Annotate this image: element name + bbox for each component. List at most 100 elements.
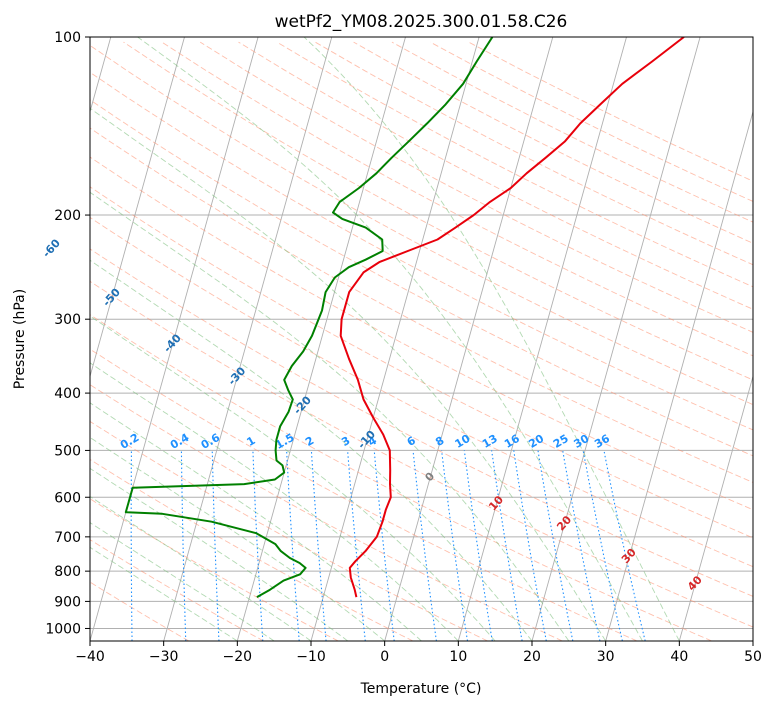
dry-adiabat-line (276, 41, 753, 288)
background-lines (82, 37, 753, 641)
isotherm-line (531, 37, 701, 641)
y-tick-label: 400 (54, 386, 81, 402)
isotherm-line (163, 37, 333, 641)
y-tick-label: 600 (54, 490, 81, 506)
dry-adiabat-line (90, 420, 488, 641)
moist-adiabat-line (90, 362, 459, 641)
dry-adiabat-label: 20 (554, 513, 574, 533)
dry-adiabat-line (90, 71, 753, 431)
dry-adiabat-line (353, 41, 753, 244)
dry-adiabat-label: -70 (0, 192, 2, 216)
isotherm-line (310, 37, 480, 641)
y-tick-label: 800 (54, 564, 81, 580)
mixing-ratio-line (562, 450, 601, 641)
dry-adiabat-line (90, 248, 753, 597)
mixing-ratio-label: 36 (592, 432, 612, 451)
y-tick-label: 500 (54, 443, 81, 459)
isotherm-line (605, 110, 753, 641)
mixing-ratio-line (252, 450, 264, 641)
mixing-ratio-line (412, 450, 437, 641)
mixing-ratio-line (130, 450, 133, 641)
moist-adiabat-line (90, 315, 496, 641)
dry-adiabat-line (90, 156, 753, 511)
x-tick-label: 40 (670, 649, 688, 665)
mixing-ratio-line (463, 450, 493, 641)
dry-adiabat-line (90, 280, 753, 628)
chart-title: wetPf2_YM08.2025.300.01.58.C26 (275, 12, 568, 32)
moist-adiabat-line (90, 259, 533, 641)
moist-adiabat-line (90, 402, 422, 641)
dry-adiabat-line (90, 458, 414, 641)
moist-adiabat-line (137, 37, 643, 641)
x-axis-label: Temperature (°C) (360, 681, 482, 697)
dry-adiabat-label: -10 (355, 428, 378, 452)
dry-adiabat-label: -50 (100, 285, 123, 309)
y-tick-label: 1000 (45, 621, 81, 637)
dry-adiabat-line (90, 539, 264, 641)
dry-adiabat-line (90, 186, 753, 539)
dry-adiabat-label: -40 (161, 331, 184, 355)
y-tick-label: 300 (54, 312, 81, 328)
x-tick-label: 0 (380, 649, 389, 665)
dry-adiabat-label: -60 (40, 236, 63, 260)
mixing-ratio-line (347, 450, 366, 641)
mixing-ratio-line (82, 450, 85, 641)
mixing-ratio-line (211, 450, 220, 641)
x-tick-label: 10 (449, 649, 467, 665)
line-labels: 0.20.40.611.52346810131620253036-100-90-… (0, 192, 705, 593)
x-tick-label: 50 (744, 649, 762, 665)
moist-adiabat-line (303, 37, 680, 641)
dry-adiabat-label: 40 (685, 573, 705, 593)
isotherm-line (236, 37, 406, 641)
moist-adiabat-line (90, 436, 385, 641)
dry-adiabat-line (238, 41, 753, 310)
isotherm-line (457, 37, 627, 641)
dry-adiabat-label: 0 (422, 469, 437, 484)
dry-adiabat-line (90, 216, 753, 568)
mixing-ratio-label: 8 (433, 434, 446, 449)
mixing-ratio-label: 10 (453, 432, 473, 451)
dry-adiabat-label: -20 (291, 393, 314, 417)
mixing-ratio-label: 16 (502, 432, 522, 451)
y-tick-label: 700 (54, 530, 81, 546)
y-tick-label: 200 (54, 208, 81, 224)
dewpoint-trace (124, 37, 494, 598)
temperature-trace (339, 37, 685, 598)
isotherm-line (752, 639, 753, 641)
mixing-ratio-line (603, 450, 646, 641)
dry-adiabat-line (429, 41, 753, 202)
mixing-ratio-line (286, 450, 300, 641)
x-tick-label: 20 (523, 649, 541, 665)
moist-adiabat-line (90, 107, 607, 641)
mixing-ratio-line (441, 450, 469, 641)
mixing-ratio-label: 30 (572, 432, 592, 451)
mixing-ratio-line (513, 450, 547, 641)
moist-adiabat-line (90, 522, 275, 641)
isotherm-line (90, 37, 185, 379)
x-tick-label: −40 (75, 649, 105, 665)
dry-adiabat-line (90, 127, 753, 483)
moist-adiabat-line (90, 191, 570, 641)
dry-adiabat-line (199, 41, 753, 333)
mixing-ratio-line (582, 450, 623, 641)
dry-adiabat-line (90, 581, 190, 641)
dry-adiabat-line (90, 314, 712, 641)
x-tick-label: −20 (223, 649, 253, 665)
plot-frame (89, 36, 754, 642)
sounding-traces (124, 37, 685, 598)
mixing-ratio-label: 0.4 (168, 431, 192, 452)
dry-adiabat-line (314, 41, 753, 266)
mixing-ratio-label: 20 (526, 432, 546, 451)
isotherm-line (384, 37, 554, 641)
y-axis-label: Pressure (hPa) (12, 289, 28, 389)
axis-ticks: −40 −30 −20 −10 0 10 20 30 40 5010020030040050060… (45, 30, 762, 665)
mixing-ratio-label: 6 (405, 434, 418, 449)
x-tick-label: −30 (149, 649, 179, 665)
mixing-ratio-line (491, 450, 523, 641)
x-tick-label: −10 (296, 649, 326, 665)
dry-adiabat-line (123, 41, 753, 381)
dry-adiabat-label: 10 (486, 493, 506, 513)
dry-adiabat-label: 30 (619, 546, 639, 566)
mixing-ratio-label: 13 (480, 432, 500, 451)
